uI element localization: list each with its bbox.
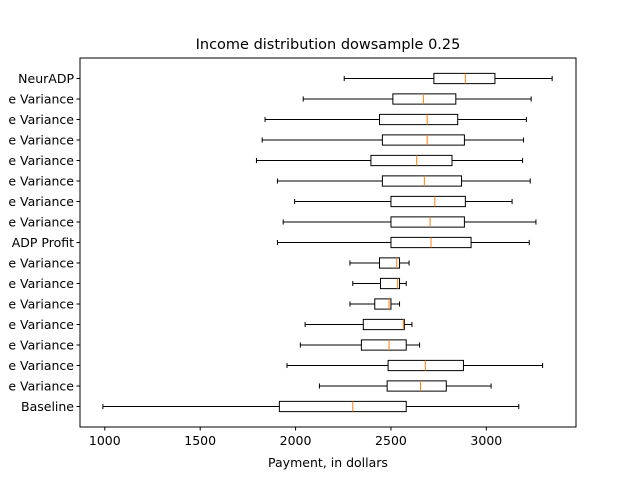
box-4 (261, 134, 525, 146)
y-tick-label: e Variance (8, 194, 74, 209)
box-6 (276, 175, 531, 187)
box-iqr (390, 195, 466, 208)
box-iqr (374, 298, 392, 310)
box-iqr (370, 154, 453, 167)
chart-title: Income distribution dowsample 0.25 (196, 37, 461, 53)
plot-frame (79, 57, 577, 428)
box-iqr (360, 339, 407, 351)
plot-marks (102, 72, 553, 413)
y-tick-label: e Variance (8, 338, 74, 353)
y-tick-label: e Variance (8, 133, 74, 148)
box-iqr (379, 277, 401, 290)
x-tick-label: 2500 (375, 433, 407, 448)
box-13 (304, 318, 413, 331)
box-iqr (390, 216, 465, 228)
y-tick-label: e Variance (8, 174, 74, 189)
y-tick-label: e Variance (8, 112, 74, 127)
y-tick-label: e Variance (8, 153, 74, 168)
x-tick-labels: 1000 1500 2000 2500 3000 (89, 427, 502, 448)
box-12 (349, 298, 401, 310)
x-tick-label: 1000 (89, 433, 121, 448)
box-iqr (381, 134, 465, 146)
box-iqr (392, 93, 457, 105)
box-8 (282, 216, 537, 228)
box-1 (343, 72, 553, 85)
box-iqr (381, 175, 463, 187)
y-tick-label: e Variance (8, 379, 74, 394)
box-10 (349, 257, 410, 269)
box-3 (264, 113, 527, 126)
box-iqr (362, 318, 405, 331)
y-tick-label: e Variance (8, 297, 74, 312)
box-iqr (379, 113, 459, 126)
x-tick-label: 2000 (280, 433, 312, 448)
y-tick-label: e Variance (8, 317, 74, 332)
y-tick-label: ADP Profit (12, 235, 74, 250)
y-tick-label: NeurADP (18, 71, 74, 86)
y-tick-label: e Variance (8, 92, 74, 107)
box-14 (299, 339, 421, 351)
x-tick-label: 1500 (184, 433, 216, 448)
box-iqr (278, 400, 407, 413)
box-iqr (379, 257, 401, 269)
box-iqr (386, 380, 447, 392)
box-16 (318, 380, 492, 392)
x-tick-label: 3000 (470, 433, 502, 448)
box-2 (302, 93, 532, 105)
y-tick-label: e Variance (8, 256, 74, 271)
box-15 (286, 359, 544, 372)
box-5 (255, 154, 524, 167)
y-tick-label: e Variance (8, 358, 74, 373)
y-tick-labels: NeurADP e Variance e Variance e Variance e V… (8, 71, 80, 414)
y-tick-label: Baseline (21, 399, 74, 414)
box-11 (352, 277, 407, 290)
y-tick-label: e Variance (8, 276, 74, 291)
box-7 (294, 195, 513, 208)
box-iqr (433, 72, 496, 85)
box-17 (102, 400, 520, 413)
y-tick-label: e Variance (8, 215, 74, 230)
box-9 (276, 236, 530, 249)
x-axis-label: Payment, in dollars (268, 455, 388, 470)
